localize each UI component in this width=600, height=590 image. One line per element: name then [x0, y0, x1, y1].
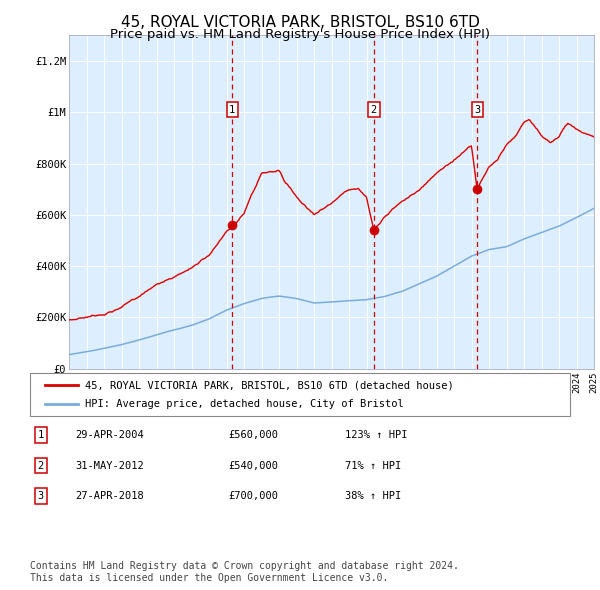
Text: Contains HM Land Registry data © Crown copyright and database right 2024.
This d: Contains HM Land Registry data © Crown c… [30, 561, 459, 583]
Text: 2: 2 [371, 105, 377, 115]
Text: £540,000: £540,000 [228, 461, 278, 470]
Text: 29-APR-2004: 29-APR-2004 [75, 430, 144, 440]
Text: 123% ↑ HPI: 123% ↑ HPI [345, 430, 407, 440]
Text: 38% ↑ HPI: 38% ↑ HPI [345, 491, 401, 501]
Text: £700,000: £700,000 [228, 491, 278, 501]
Text: 45, ROYAL VICTORIA PARK, BRISTOL, BS10 6TD: 45, ROYAL VICTORIA PARK, BRISTOL, BS10 6… [121, 15, 479, 30]
Text: 45, ROYAL VICTORIA PARK, BRISTOL, BS10 6TD (detached house): 45, ROYAL VICTORIA PARK, BRISTOL, BS10 6… [85, 381, 454, 391]
Text: 1: 1 [38, 430, 44, 440]
Text: Price paid vs. HM Land Registry's House Price Index (HPI): Price paid vs. HM Land Registry's House … [110, 28, 490, 41]
Text: 2: 2 [38, 461, 44, 470]
Text: 27-APR-2018: 27-APR-2018 [75, 491, 144, 501]
Text: HPI: Average price, detached house, City of Bristol: HPI: Average price, detached house, City… [85, 399, 404, 409]
Text: 31-MAY-2012: 31-MAY-2012 [75, 461, 144, 470]
Text: 71% ↑ HPI: 71% ↑ HPI [345, 461, 401, 470]
Text: 3: 3 [38, 491, 44, 501]
Text: £560,000: £560,000 [228, 430, 278, 440]
Text: 3: 3 [474, 105, 481, 115]
Text: 1: 1 [229, 105, 235, 115]
